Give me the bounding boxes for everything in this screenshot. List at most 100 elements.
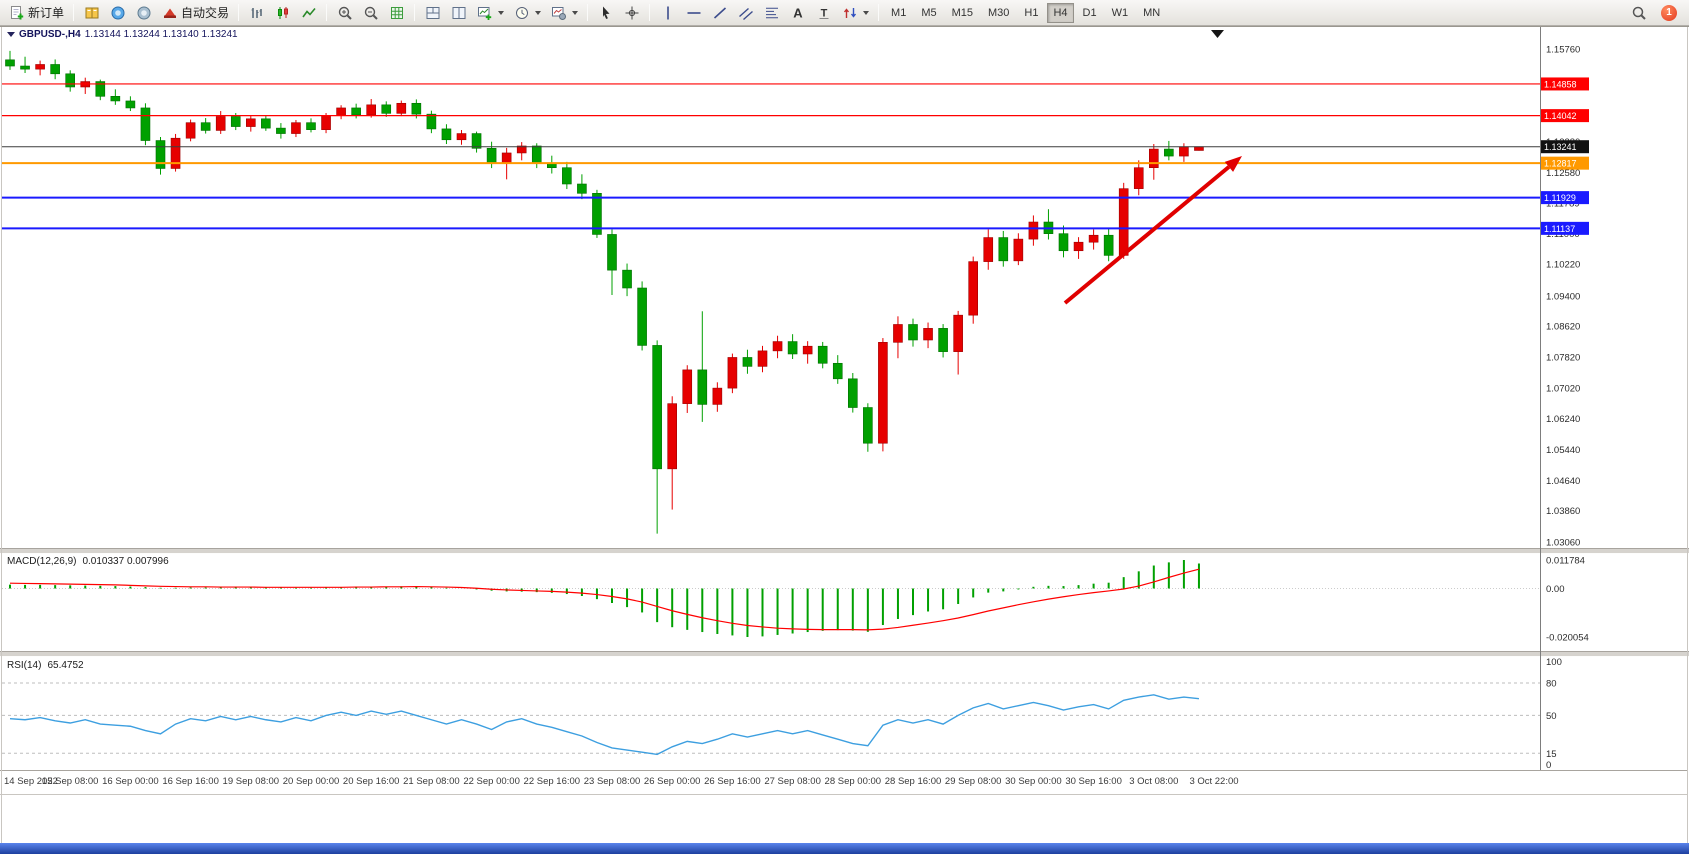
svg-text:15: 15 [1546,749,1557,760]
svg-text:30 Sep 00:00: 30 Sep 00:00 [1005,776,1062,787]
rsi-panel-area[interactable] [2,657,1540,770]
bars-icon [248,5,265,21]
svg-text:22 Sep 16:00: 22 Sep 16:00 [524,776,581,787]
line-chart-icon[interactable] [296,2,321,24]
dropdown-caret-icon [863,10,870,15]
svg-text:A: A [793,5,803,20]
tile-icon [424,5,441,21]
svg-text:26 Sep 16:00: 26 Sep 16:00 [704,776,761,787]
zoom-out-icon[interactable] [358,2,383,24]
macd-name: MACD(12,26,9) [7,556,77,567]
svg-text:19 Sep 08:00: 19 Sep 08:00 [223,776,280,787]
market-watch-icon[interactable] [79,2,104,24]
vertical-line-tool[interactable] [655,2,680,24]
svg-text:27 Sep 08:00: 27 Sep 08:00 [764,776,821,787]
svg-text:1.15760: 1.15760 [1546,44,1580,55]
bar-chart-icon[interactable] [244,2,269,24]
svg-text:1.06240: 1.06240 [1546,414,1580,425]
hline-icon [685,5,702,21]
svg-text:14 Sep 2022: 14 Sep 2022 [4,776,58,787]
price-badge-1.12817: 1.12817 [1541,156,1589,170]
rsi-name: RSI(14) [7,660,42,671]
toolbar-separator [587,4,589,21]
shapes-tool[interactable] [837,2,873,24]
chart-title: GBPUSD-,H4 1.13144 1.13244 1.13140 1.132… [7,29,238,40]
chart-template-button[interactable] [546,2,582,24]
dropdown-caret-icon [572,10,579,15]
collapse-chart-icon[interactable] [7,32,15,37]
timeframe-button-m5[interactable]: M5 [921,6,937,19]
svg-text:1.13241: 1.13241 [1544,142,1577,152]
svg-text:28 Sep 16:00: 28 Sep 16:00 [885,776,942,787]
autotrading-button[interactable]: 自动交易 [157,2,233,24]
panel-separator[interactable] [0,548,1689,554]
svg-text:50: 50 [1546,711,1557,722]
price-badge-1.14858: 1.14858 [1541,77,1589,91]
chart-plus-icon [476,5,493,21]
textA-icon: A [789,5,806,21]
svg-text:1.11929: 1.11929 [1544,193,1576,203]
timeframe-button-m1[interactable]: M1 [891,6,907,19]
macd-values: 0.010337 0.007996 [82,556,169,567]
label-tool[interactable]: T [811,2,836,24]
macd-panel-area[interactable] [2,554,1540,651]
timeframe-button-h1[interactable]: H1 [1024,6,1039,19]
zoom-in-icon[interactable] [332,2,357,24]
fibo-icon [763,5,780,21]
price-chart-area[interactable] [2,27,1540,548]
svg-text:1.03060: 1.03060 [1546,537,1580,548]
search-icon[interactable] [1627,2,1651,24]
rsi-line [9,694,1200,756]
new-order-button[interactable]: 新订单 [4,2,68,24]
indicators-icon[interactable] [384,2,409,24]
toolbar-separator [878,4,880,21]
svg-text:16 Sep 16:00: 16 Sep 16:00 [162,776,219,787]
panel-separator[interactable] [0,651,1689,657]
trend-arrow-annotation[interactable] [1063,156,1242,305]
dropdown-caret-icon [535,10,542,15]
data-window-icon[interactable] [105,2,130,24]
vline-icon [659,5,676,21]
horizontal-line-tool[interactable] [681,2,706,24]
text-tool[interactable]: A [785,2,810,24]
svg-text:1.11137: 1.11137 [1544,224,1575,234]
navigator-icon[interactable] [131,2,156,24]
cursor-tool[interactable] [593,2,618,24]
fibonacci-tool[interactable] [759,2,784,24]
svg-text:22 Sep 00:00: 22 Sep 00:00 [463,776,520,787]
new-chart-button[interactable] [472,2,508,24]
candlestick-chart-icon[interactable] [270,2,295,24]
linechart-icon [300,5,317,21]
trendline-tool[interactable] [707,2,732,24]
toolbar-separator [649,4,651,21]
macd-label: MACD(12,26,9) 0.010337 0.007996 [7,556,169,567]
tile-windows-icon[interactable] [420,2,445,24]
candlestick-series[interactable] [5,50,1204,534]
timeframe-button-w1[interactable]: W1 [1111,6,1129,19]
channel-tool[interactable] [733,2,758,24]
timeframe-button-h4[interactable]: H4 [1047,2,1074,23]
crosshair-tool[interactable] [619,2,644,24]
clock-icon [513,5,530,21]
timeframe-button-m15[interactable]: M15 [951,6,973,19]
macd-signal-line [9,568,1200,631]
cascade-windows-icon[interactable] [446,2,471,24]
timeframe-button-mn[interactable]: MN [1143,6,1161,19]
price-badge-1.11929: 1.11929 [1541,191,1589,205]
svg-text:80: 80 [1546,678,1557,689]
price-badge-1.13241: 1.13241 [1541,140,1589,154]
period-clock-button[interactable] [509,2,545,24]
chart-symbol-period: GBPUSD-,H4 [19,29,81,40]
zoom-in-icon [336,5,353,21]
timeframe-button-m30[interactable]: M30 [988,6,1010,19]
svg-text:0: 0 [1546,760,1551,771]
notification-badge[interactable]: 1 [1661,4,1677,21]
time-scale-area[interactable] [2,771,1687,794]
svg-text:-0.020054: -0.020054 [1546,633,1589,644]
chart-shift-icon[interactable] [1211,30,1224,38]
zoom-out-icon [362,5,379,21]
svg-text:0.00: 0.00 [1546,584,1565,595]
svg-text:23 Sep 08:00: 23 Sep 08:00 [584,776,641,787]
timeframe-button-d1[interactable]: D1 [1082,6,1097,19]
svg-text:29 Sep 08:00: 29 Sep 08:00 [945,776,1002,787]
